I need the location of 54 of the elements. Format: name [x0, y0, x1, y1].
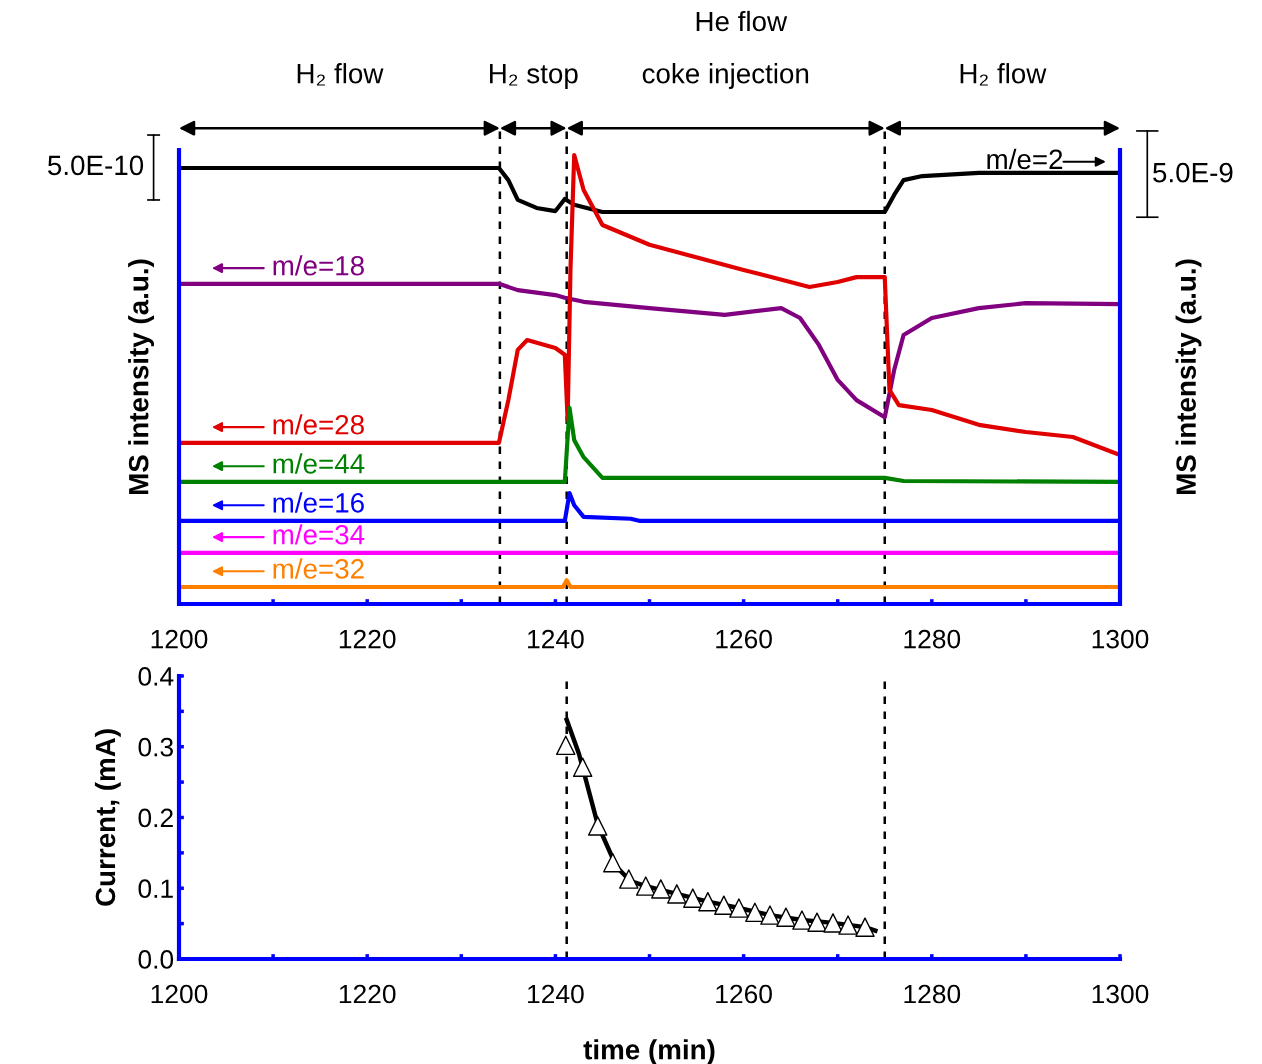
series-label: m/e=2 [987, 148, 1063, 170]
y2-axis-title: MS intensity (a.u.) [1175, 259, 1202, 494]
point [683, 888, 703, 908]
point [776, 907, 796, 927]
text: H₂ flow [960, 63, 1047, 86]
y-axis-title: Current, (mA) [94, 729, 121, 906]
point [855, 917, 875, 937]
point [667, 884, 687, 904]
x-tick-label: 1300 [1092, 629, 1149, 649]
legend-label: m/e=32 [273, 558, 364, 579]
x-tick-label: 1200 [151, 984, 208, 1004]
x-tick-label: 1260 [716, 984, 772, 1004]
text: H₂ stop [490, 64, 578, 89]
point [792, 910, 812, 930]
x-tick-label: 1280 [904, 629, 961, 649]
x-tick-label: 1200 [151, 629, 208, 649]
point [823, 913, 843, 933]
x-tick-label: 1220 [339, 629, 396, 649]
legend-label: m/e=16 [273, 492, 364, 513]
y-tick-label: 0.2 [138, 808, 173, 828]
legend-label: m/e=28 [273, 414, 364, 435]
point [698, 891, 718, 912]
point [603, 853, 623, 873]
point [572, 757, 593, 777]
point [651, 879, 671, 899]
point [714, 895, 734, 915]
text: 5.0E-9 [1153, 162, 1233, 183]
y-axis-title: MS intensity (a.u.) [128, 259, 154, 494]
point [587, 816, 608, 836]
point [760, 905, 780, 925]
legend-label: m/e=34 [273, 524, 365, 545]
point [619, 869, 639, 889]
legend-label: m/e=18 [273, 255, 364, 276]
x-tick-label: 1240 [528, 984, 584, 1004]
x-tick-label: 1220 [339, 984, 396, 1004]
text: He flow [696, 10, 788, 32]
y-tick-label: 0.1 [138, 879, 173, 899]
text: coke injection [642, 63, 809, 89]
y-tick-label: 0.0 [138, 950, 174, 969]
x-tick-label: 1260 [716, 629, 772, 649]
point [807, 912, 827, 932]
point [745, 902, 765, 923]
legend-label: m/e=44 [273, 453, 365, 474]
x-tick-label: 1240 [528, 629, 584, 649]
x-tick-label: 1300 [1092, 984, 1149, 1004]
y-tick-label: 0.4 [138, 667, 174, 686]
x-tick-label: 1280 [904, 984, 961, 1004]
text: 5.0E-10 [48, 155, 144, 176]
point [635, 876, 656, 896]
point [729, 898, 749, 918]
text: H₂ flow [297, 63, 384, 86]
point [556, 735, 576, 756]
y-tick-label: 0.3 [138, 737, 173, 757]
point [838, 915, 858, 935]
